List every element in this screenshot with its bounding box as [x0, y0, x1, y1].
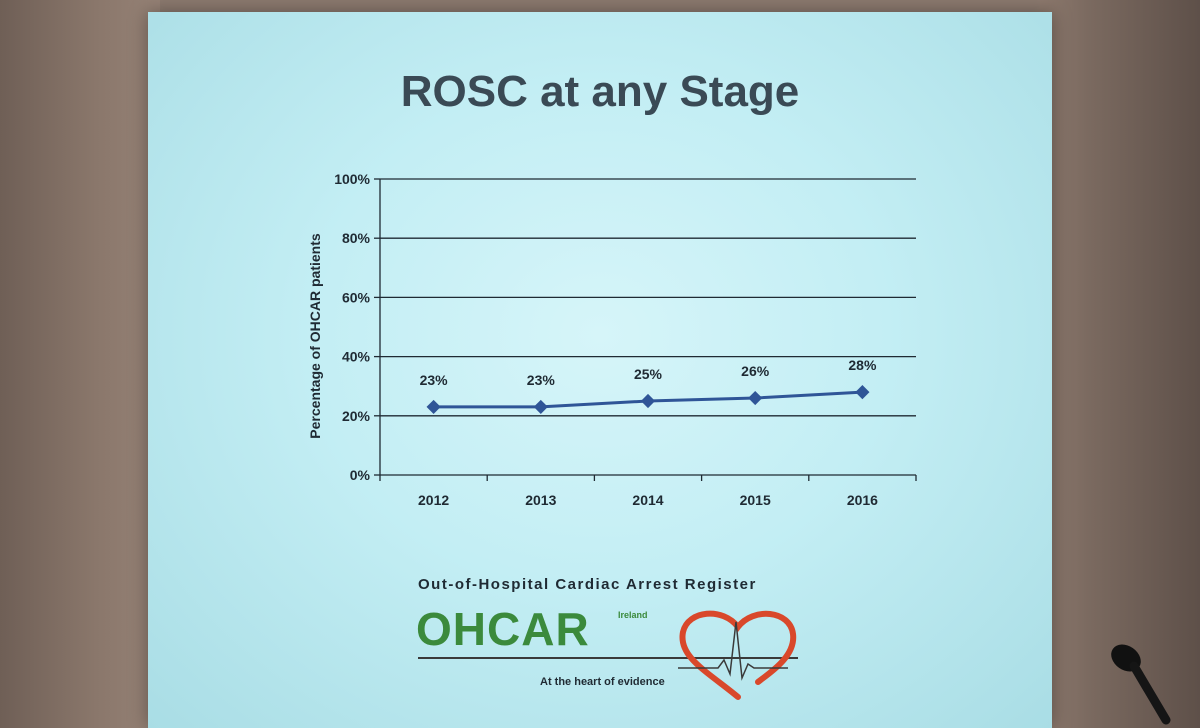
y-tick-label: 100%	[334, 171, 370, 187]
x-tick-label: 2016	[847, 492, 878, 508]
data-label: 23%	[420, 372, 449, 388]
projection-screen: ROSC at any Stage 0% 20% 40% 60% 80% 100% 201…	[148, 12, 1052, 728]
y-tick-label: 40%	[342, 349, 371, 365]
heart-ecg-logo	[678, 610, 797, 700]
line-chart: 0%20%40%60%80%100% 2012 2013 2014 2015 2016 …	[307, 171, 917, 508]
logo-ohcar-text: OHCAR	[416, 603, 590, 655]
data-label: 26%	[741, 363, 770, 379]
x-tick-label: 2013	[525, 492, 556, 508]
chart-series: 23% 23% 25% 26% 28%	[420, 357, 877, 414]
y-tick-label: 0%	[350, 467, 371, 483]
room-wall-right	[1040, 0, 1200, 728]
data-point	[426, 399, 441, 414]
data-label: 25%	[634, 366, 663, 382]
y-axis-ticks: 0% 20% 40% 60% 80% 100%	[334, 171, 370, 483]
data-label: 28%	[848, 357, 877, 373]
room-wall-left	[0, 0, 160, 728]
microphone	[1111, 644, 1171, 725]
x-axis-ticks: 2012 2013 2014 2015 2016	[418, 492, 878, 508]
y-tick-label: 60%	[342, 289, 371, 305]
logo-register-text: Out-of-Hospital Cardiac Arrest Register	[418, 576, 757, 593]
data-point	[855, 385, 870, 400]
chart-gridlines	[374, 178, 917, 481]
data-label: 23%	[527, 372, 556, 388]
data-point	[748, 390, 763, 406]
y-tick-label: 80%	[342, 230, 371, 246]
y-tick-label: 20%	[342, 408, 371, 424]
x-tick-label: 2015	[740, 492, 771, 508]
logo-divider	[418, 657, 798, 659]
data-point	[640, 393, 656, 409]
x-tick-label: 2012	[418, 492, 449, 508]
logo-tagline: At the heart of evidence	[540, 676, 665, 688]
data-point	[533, 399, 548, 414]
x-tick-label: 2014	[632, 492, 663, 508]
y-axis-label: Percentage of OHCAR patients	[307, 233, 323, 439]
logo-country-text: Ireland	[618, 610, 648, 620]
slide-title: ROSC at any Stage	[400, 67, 800, 116]
